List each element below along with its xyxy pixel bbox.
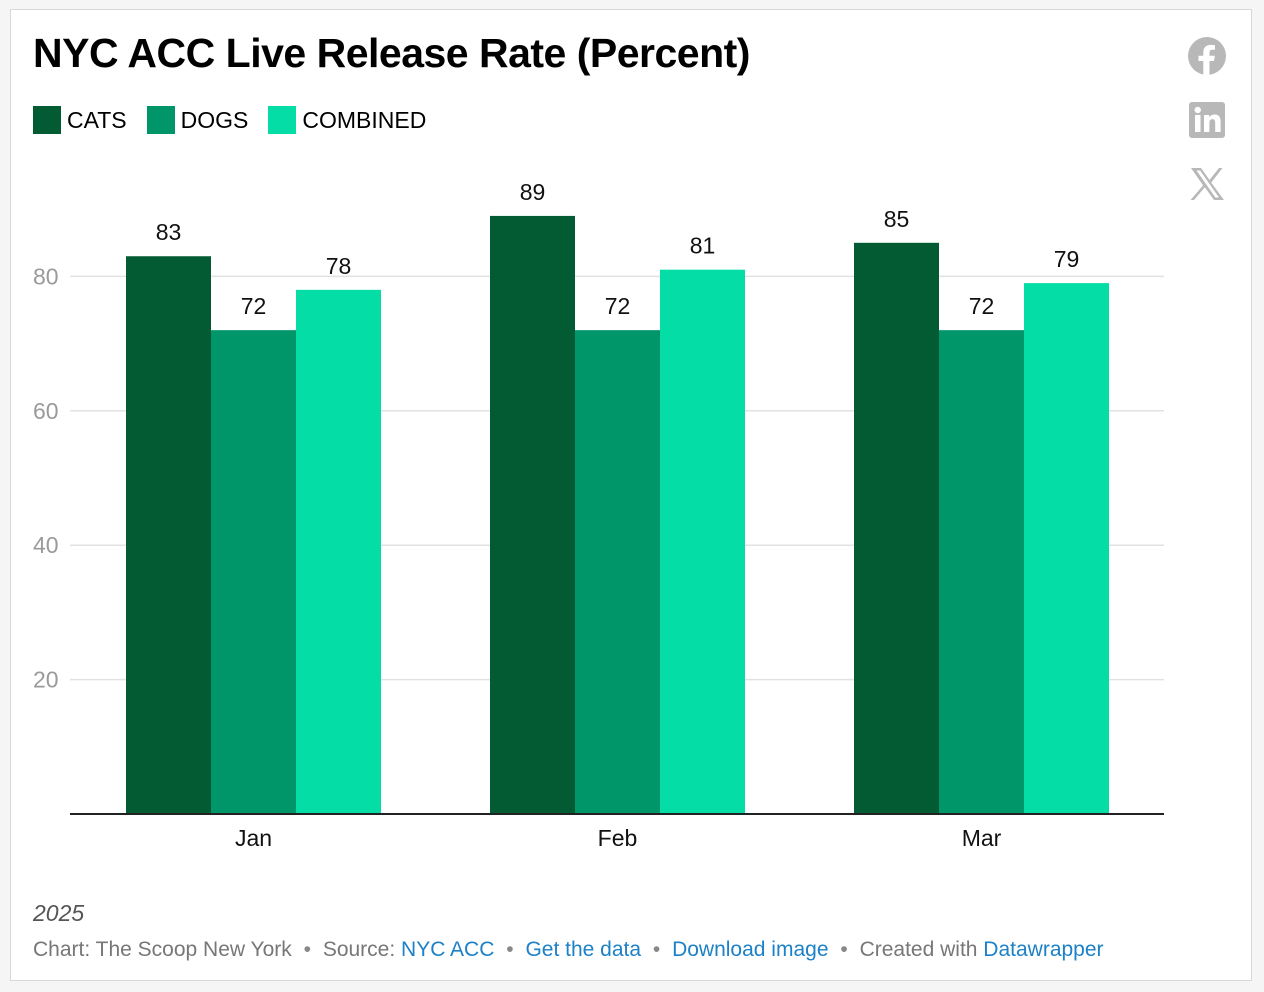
x-icon[interactable]	[1187, 164, 1227, 204]
separator: •	[652, 938, 661, 961]
y-tick-label: 20	[33, 667, 59, 693]
x-tick-label: Mar	[962, 825, 1002, 851]
facebook-icon[interactable]	[1187, 36, 1227, 76]
separator: •	[506, 938, 514, 961]
bar-dogs-feb	[575, 330, 660, 814]
y-tick-label: 80	[33, 263, 59, 289]
separator: •	[303, 938, 311, 961]
bar-cats-jan	[126, 256, 211, 814]
chart-title: NYC ACC Live Release Rate (Percent)	[33, 30, 750, 76]
bar-combined-jan	[296, 289, 381, 815]
source-link[interactable]: NYC ACC	[401, 938, 495, 961]
data-label: 72	[969, 293, 995, 319]
download-image-link[interactable]: Download image	[672, 938, 829, 961]
source-label: Source:	[322, 938, 396, 961]
datawrapper-link[interactable]: Datawrapper	[983, 938, 1104, 961]
legend-label-combined: COMBINED	[302, 106, 427, 133]
bar-dogs-jan	[211, 330, 296, 814]
legend-item-dogs: DOGS	[146, 106, 249, 134]
bar-combined-mar	[1024, 283, 1109, 814]
x-tick-label: Feb	[598, 825, 638, 851]
legend-swatch-dogs	[146, 106, 175, 134]
bar-cats-mar	[854, 242, 939, 815]
data-label: 85	[884, 206, 910, 232]
footer-credit: Chart: The Scoop New York • Source: NYC …	[33, 938, 1104, 962]
footer-year: 2025	[33, 900, 85, 926]
separator: •	[840, 938, 848, 961]
bar-cats-feb	[490, 215, 575, 815]
legend-label-dogs: DOGS	[180, 106, 249, 133]
data-label: 79	[1054, 246, 1080, 272]
data-label: 89	[520, 179, 546, 205]
legend-swatch-cats	[33, 106, 61, 134]
y-tick-label: 40	[33, 532, 59, 558]
data-label: 72	[241, 293, 267, 319]
data-label: 83	[156, 219, 182, 245]
linkedin-icon[interactable]	[1187, 100, 1227, 140]
legend-item-cats: CATS	[33, 106, 127, 134]
y-tick-label: 60	[33, 398, 59, 424]
share-buttons	[1187, 36, 1227, 228]
created-with-text: Created with	[859, 938, 978, 961]
bar-dogs-mar	[939, 330, 1024, 814]
data-label: 78	[326, 253, 352, 279]
get-data-link[interactable]: Get the data	[525, 938, 642, 961]
data-label: 72	[605, 293, 631, 319]
legend-label-cats: CATS	[67, 106, 127, 133]
legend-swatch-combined	[268, 106, 297, 134]
legend-item-combined: COMBINED	[268, 106, 426, 134]
credit-text: Chart: The Scoop New York	[33, 938, 292, 961]
bar-combined-feb	[660, 269, 745, 814]
x-tick-label: Jan	[235, 825, 272, 851]
legend: CATS DOGS COMBINED	[33, 106, 446, 134]
data-label: 81	[690, 233, 716, 259]
